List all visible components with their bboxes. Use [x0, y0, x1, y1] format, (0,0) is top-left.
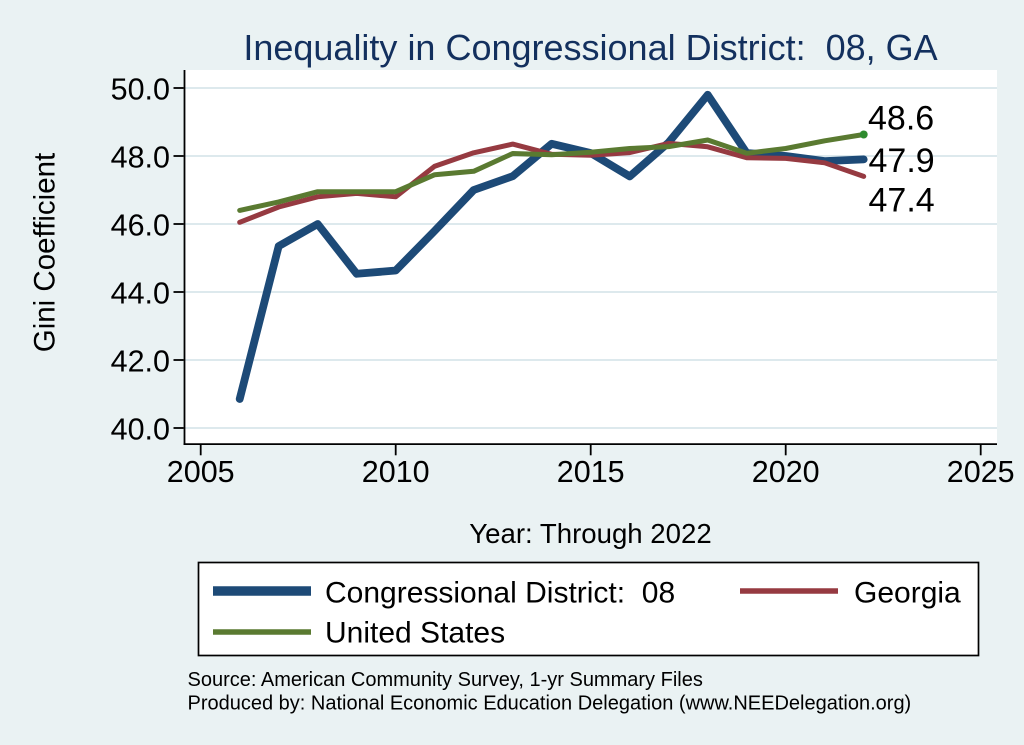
- svg-text:40.0: 40.0: [111, 413, 170, 447]
- svg-text:Source: American Community Sur: Source: American Community Survey, 1-yr …: [188, 669, 703, 691]
- svg-text:44.0: 44.0: [111, 277, 170, 311]
- svg-text:2020: 2020: [752, 455, 820, 489]
- svg-text:47.9: 47.9: [869, 142, 935, 180]
- svg-text:2015: 2015: [557, 455, 625, 489]
- svg-text:47.4: 47.4: [869, 182, 935, 220]
- svg-text:United States: United States: [325, 617, 505, 650]
- svg-text:Produced by: National Economic: Produced by: National Economic Education…: [188, 692, 912, 714]
- svg-text:Gini Coefficient: Gini Coefficient: [29, 153, 62, 353]
- svg-text:Year: Through 2022: Year: Through 2022: [469, 518, 711, 549]
- svg-text:50.0: 50.0: [111, 73, 170, 107]
- svg-text:2005: 2005: [167, 455, 235, 489]
- svg-text:2025: 2025: [947, 455, 1015, 489]
- svg-text:Inequality in Congressional Di: Inequality in Congressional District: 08…: [243, 27, 937, 68]
- svg-text:48.0: 48.0: [111, 141, 170, 175]
- svg-text:Georgia: Georgia: [854, 577, 961, 610]
- svg-text:Congressional District: 08: Congressional District: 08: [325, 577, 675, 610]
- svg-text:48.6: 48.6: [868, 100, 934, 138]
- svg-text:2010: 2010: [362, 455, 430, 489]
- svg-text:42.0: 42.0: [111, 345, 170, 379]
- svg-text:46.0: 46.0: [111, 209, 170, 243]
